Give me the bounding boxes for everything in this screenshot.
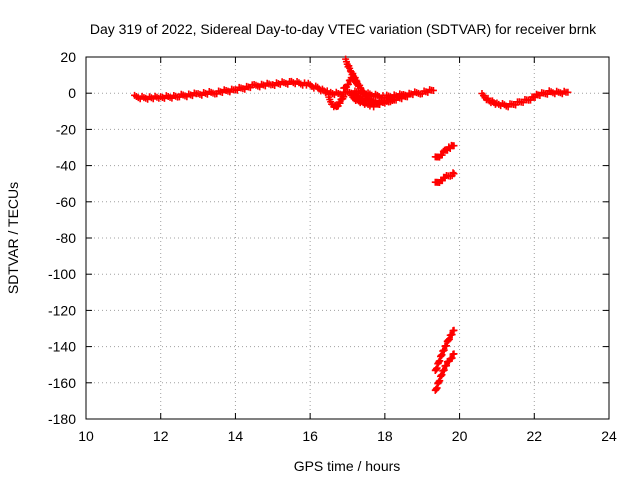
axis-ticks xyxy=(85,56,610,420)
series-arc-descend xyxy=(351,90,411,107)
y-tick-label: -40 xyxy=(56,158,76,174)
y-tick-label: 0 xyxy=(68,85,76,101)
y-tick-label: -100 xyxy=(48,266,76,282)
series-arc-minus140 xyxy=(431,326,458,374)
data-point xyxy=(450,142,458,150)
series-arc-minus30 xyxy=(431,141,458,161)
data-point xyxy=(429,86,437,94)
data-point xyxy=(438,151,446,159)
y-tick-label: -60 xyxy=(56,194,76,210)
data-point xyxy=(355,82,363,90)
data-point xyxy=(354,81,362,89)
y-tick-label: -180 xyxy=(48,411,76,427)
data-point xyxy=(336,99,344,107)
data-point xyxy=(448,331,456,339)
y-tick-labels: 20 0 -20 -40 -60 -80 -100 -120 -140 -160 -180 xyxy=(48,49,76,427)
data-point xyxy=(344,80,352,88)
x-tick-label: 14 xyxy=(228,428,244,444)
grid-lines xyxy=(86,57,609,419)
data-point xyxy=(564,88,572,96)
y-tick-label: -160 xyxy=(48,375,76,391)
data-point xyxy=(450,170,458,178)
data-point xyxy=(442,362,450,370)
data-point xyxy=(448,354,456,362)
x-tick-label: 16 xyxy=(302,428,318,444)
x-tick-label: 10 xyxy=(78,428,94,444)
series-arc-minus155 xyxy=(431,350,458,394)
y-tick-label: -80 xyxy=(56,230,76,246)
chart-title: Day 319 of 2022, Sidereal Day-to-day VTE… xyxy=(90,21,597,37)
x-tick-labels: 10 12 14 16 18 20 22 24 xyxy=(78,428,617,444)
y-tick-label: -140 xyxy=(48,339,76,355)
y-tick-label: -120 xyxy=(48,302,76,318)
data-point xyxy=(323,87,331,95)
x-axis-label: GPS time / hours xyxy=(294,458,401,474)
series-arc-minus45 xyxy=(431,169,458,186)
y-axis-label: SDTVAR / TECUs xyxy=(5,182,21,294)
x-tick-label: 12 xyxy=(153,428,169,444)
series-arc-rise xyxy=(340,74,363,92)
x-tick-label: 20 xyxy=(452,428,468,444)
y-tick-label: 20 xyxy=(60,49,76,65)
y-tick-label: -20 xyxy=(56,121,76,137)
data-point xyxy=(403,93,411,101)
data-series xyxy=(131,55,572,394)
series-arc-late xyxy=(478,87,572,111)
data-point xyxy=(450,350,458,358)
x-tick-label: 18 xyxy=(377,428,393,444)
data-point xyxy=(340,93,348,101)
x-tick-label: 24 xyxy=(601,428,617,444)
x-tick-label: 22 xyxy=(526,428,542,444)
data-point xyxy=(449,169,457,177)
series-arc-dip-1 xyxy=(325,93,348,111)
data-point xyxy=(450,326,458,334)
